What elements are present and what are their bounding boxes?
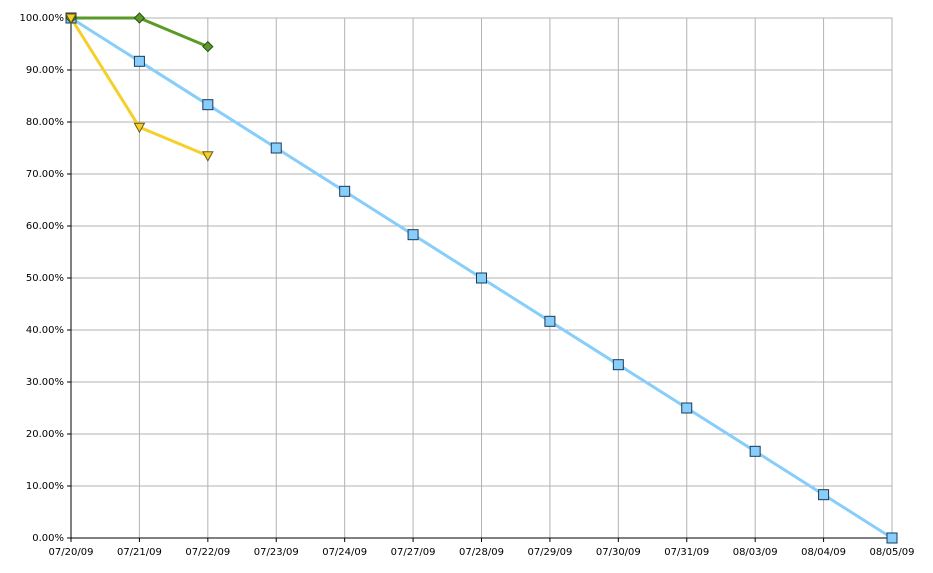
y-tick-label: 60.00% — [26, 221, 64, 232]
marker — [681, 402, 693, 414]
y-tick-label: 100.00% — [20, 13, 65, 24]
x-tick-label: 08/03/09 — [733, 547, 778, 558]
y-tick-label: 70.00% — [26, 169, 64, 180]
marker — [544, 315, 556, 327]
marker — [133, 122, 146, 134]
marker — [202, 99, 214, 111]
marker — [339, 185, 351, 197]
marker — [612, 359, 624, 371]
x-tick-label: 07/21/09 — [117, 547, 162, 558]
x-tick-label: 07/27/09 — [391, 547, 436, 558]
x-tick-label: 07/24/09 — [322, 547, 367, 558]
y-tick-label: 90.00% — [26, 65, 64, 76]
y-tick-label: 80.00% — [26, 117, 64, 128]
marker — [407, 229, 419, 241]
x-tick-label: 08/05/09 — [870, 547, 915, 558]
marker — [749, 445, 761, 457]
y-tick-label: 50.00% — [26, 273, 64, 284]
x-tick-label: 07/30/09 — [596, 547, 641, 558]
y-tick-label: 40.00% — [26, 325, 64, 336]
marker — [476, 272, 487, 284]
x-tick-label: 07/28/09 — [459, 547, 504, 558]
marker — [202, 40, 214, 53]
marker — [65, 13, 77, 25]
x-tick-label: 07/23/09 — [254, 547, 299, 558]
marker — [270, 142, 282, 154]
x-tick-label: 08/04/09 — [801, 547, 846, 558]
y-tick-label: 30.00% — [26, 377, 64, 388]
marker — [201, 151, 214, 162]
marker — [886, 532, 898, 544]
y-tick-label: 20.00% — [26, 429, 64, 440]
y-tick-label: 0.00% — [32, 533, 64, 544]
x-tick-label: 07/22/09 — [185, 547, 230, 558]
marker — [133, 12, 146, 24]
x-tick-label: 07/31/09 — [664, 547, 709, 558]
y-tick-label: 10.00% — [26, 481, 64, 492]
x-tick-label: 07/20/09 — [49, 547, 94, 558]
marker — [133, 55, 145, 67]
marker — [818, 489, 830, 501]
x-tick-label: 07/29/09 — [527, 547, 572, 558]
